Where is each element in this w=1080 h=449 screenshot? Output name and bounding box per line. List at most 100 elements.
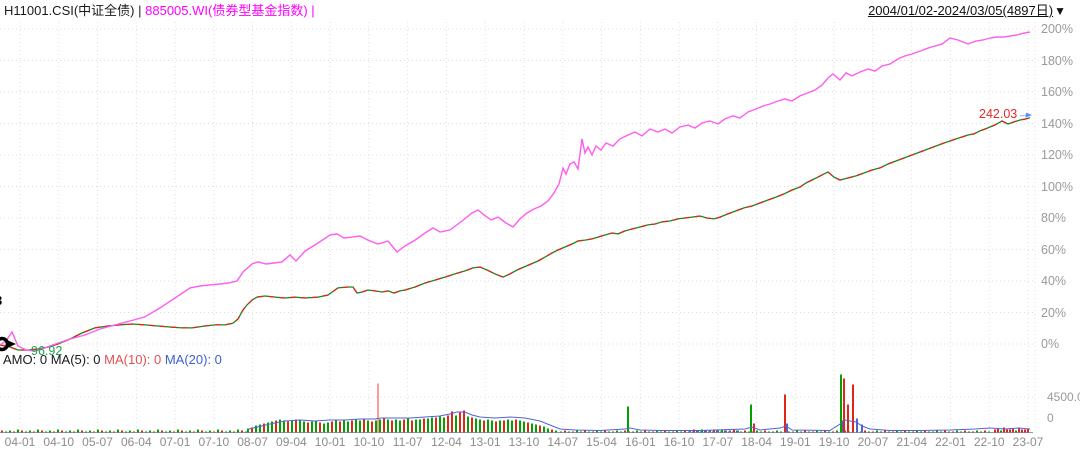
dropdown-arrow-icon[interactable]: ▼: [1054, 4, 1066, 18]
volume-bar: [375, 420, 377, 433]
volume-bar: [689, 430, 691, 433]
volume-bar: [576, 430, 578, 433]
volume-bar: [717, 430, 719, 433]
volume-bar: [137, 429, 139, 433]
volume-bar: [395, 419, 397, 433]
volume-bar: [287, 421, 289, 433]
volume-bar: [443, 417, 445, 433]
volume-bar: [656, 430, 658, 433]
x-axis-tick-label: 12-04: [431, 435, 462, 449]
y-axis-tick-label: 80%: [1041, 211, 1067, 225]
volume-bar: [984, 430, 986, 433]
date-range-control[interactable]: 2004/01/02-2024/03/05(4897日)▼: [868, 2, 1066, 20]
volume-bar: [856, 418, 858, 433]
volume-bar: [467, 416, 469, 433]
volume-bar: [383, 418, 385, 433]
volume-bar: [483, 420, 485, 433]
volume-bar: [17, 429, 19, 433]
volume-bar: [455, 415, 457, 433]
volume-bar: [788, 431, 790, 433]
volume-bar: [900, 431, 902, 433]
volume-ma-line: [248, 411, 1031, 432]
volume-bar: [932, 431, 934, 433]
date-range-text[interactable]: 2004/01/02-2024/03/05(4897日): [868, 3, 1054, 18]
series-last-value-label: 242.03→: [979, 106, 1030, 121]
volume-bar: [233, 431, 235, 433]
secondary-security-label[interactable]: 885005.WI(债券型基金指数) |: [145, 3, 315, 18]
volume-bar: [888, 431, 890, 433]
volume-bar: [415, 419, 417, 433]
y-axis-tick-label: 0%: [1041, 337, 1060, 351]
volume-bar: [920, 431, 922, 433]
volume-bar: [1, 430, 3, 433]
volume-bar: [495, 421, 497, 433]
volume-bar: [267, 422, 269, 433]
volume-bar: [169, 430, 171, 433]
volume-bar: [527, 422, 529, 433]
volume-bar: [555, 430, 557, 433]
volume-bar: [1003, 427, 1005, 433]
volume-bar: [519, 420, 521, 433]
volume-bar: [836, 430, 838, 433]
volume-bar: [539, 425, 541, 433]
volume-bar: [604, 430, 606, 433]
volume-bar: [41, 430, 43, 433]
volume-bar: [1009, 429, 1011, 433]
y-axis-tick-label: 60%: [1041, 242, 1067, 257]
volume-bar: [750, 404, 752, 433]
volume-bar: [165, 431, 167, 433]
volume-bar: [997, 428, 999, 433]
volume-bar: [780, 431, 782, 433]
volume-bar: [279, 419, 281, 433]
volume-bar: [65, 431, 67, 433]
volume-bar: [896, 430, 898, 433]
volume-bar: [129, 430, 131, 433]
volume-bar: [768, 431, 770, 433]
primary-security-label[interactable]: H11001.CSI(中证全债) |: [4, 3, 146, 18]
x-axis-tick-label: 18-04: [741, 435, 772, 449]
x-axis-tick-label: 14-07: [547, 435, 579, 449]
volume-bar: [251, 427, 253, 433]
last-value-arrowhead-icon: [1026, 112, 1032, 118]
volume-bar: [748, 431, 750, 433]
volume-bar: [507, 419, 509, 433]
volume-bar: [471, 417, 473, 433]
volume-bar: [431, 417, 433, 433]
volume-bar: [89, 430, 91, 433]
volume-bar: [772, 431, 774, 433]
volume-bar: [832, 431, 834, 433]
volume-bar: [725, 430, 727, 433]
volume-bar: [149, 430, 151, 433]
volume-bar: [9, 430, 11, 433]
volume-bar: [153, 431, 155, 433]
left-edge-marker-icon: [0, 336, 10, 352]
volume-bar: [816, 430, 818, 433]
volume-bar: [229, 430, 231, 433]
volume-bar: [620, 431, 622, 433]
y-axis-tick-label: 160%: [1041, 85, 1073, 99]
volume-bar: [121, 430, 123, 433]
volume-bar: [636, 430, 638, 433]
volume-bar: [133, 431, 135, 433]
y-axis-tick-label: 140%: [1041, 116, 1073, 131]
x-axis-tick-label: 08-07: [237, 435, 268, 449]
volume-bar: [311, 421, 313, 433]
volume-bar: [237, 429, 239, 433]
volume-bar: [786, 423, 788, 433]
clipped-left-edge-glyph: 3: [0, 293, 2, 308]
volume-bar: [1024, 429, 1026, 433]
volume-bar: [868, 431, 870, 433]
volume-bar: [627, 406, 629, 433]
volume-bar: [660, 431, 662, 433]
volume-bar: [363, 419, 365, 433]
volume-bar: [709, 430, 711, 433]
ma5-value: MA(5): 0: [50, 352, 105, 367]
y-axis-tick-label: 200%: [1041, 22, 1073, 36]
volume-bar: [676, 430, 678, 433]
volume-bar: [884, 430, 886, 433]
volume-bar: [733, 429, 735, 433]
ma20-value: MA(20): 0: [164, 352, 222, 367]
volume-bar: [213, 431, 215, 433]
volume-bar: [880, 431, 882, 433]
